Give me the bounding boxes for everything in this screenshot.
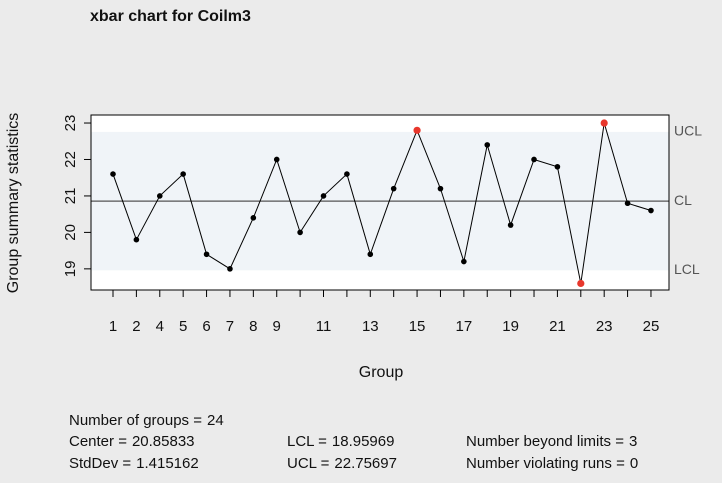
data-point xyxy=(390,185,397,192)
data-point xyxy=(648,207,654,214)
data-point xyxy=(320,193,327,199)
x-tick-label: 15 xyxy=(409,318,426,335)
chart-title: xbar chart for Coilm3 xyxy=(90,8,251,25)
data-point xyxy=(461,258,467,265)
limit-label: CL xyxy=(674,192,692,208)
x-tick-label: 17 xyxy=(456,318,473,335)
x-tick-label: 23 xyxy=(596,318,613,335)
data-point xyxy=(180,171,186,177)
stat-label: Number violating runs = xyxy=(466,455,625,472)
stat-label: Number beyond limits = xyxy=(466,433,624,450)
stat-text: Number of groups = 24 xyxy=(69,412,224,429)
stat-label: LCL = xyxy=(287,433,327,450)
plot-frame xyxy=(90,114,670,291)
stat-label: Number of groups = xyxy=(69,412,202,429)
data-point xyxy=(437,185,444,192)
y-tick-label: 23 xyxy=(62,115,79,132)
stat-value: 20.85833 xyxy=(132,433,195,450)
stat-label: Center = xyxy=(69,433,127,450)
x-tick-label: 8 xyxy=(249,318,257,335)
stat-text: Center = 20.85833 xyxy=(69,433,195,450)
data-point xyxy=(600,119,608,127)
data-point xyxy=(273,156,280,163)
stat-value: 3 xyxy=(629,433,637,450)
stat-text: Number beyond limits = 3 xyxy=(466,433,637,450)
data-point xyxy=(133,236,140,243)
x-tick-label: 21 xyxy=(549,318,566,335)
x-tick-label: 4 xyxy=(156,318,164,335)
data-line xyxy=(112,122,652,284)
x-axis-label: Group xyxy=(359,364,404,381)
x-tick-label: 11 xyxy=(316,318,332,335)
stat-text: LCL = 18.95969 xyxy=(287,433,394,450)
data-point xyxy=(507,222,514,228)
data-point xyxy=(367,251,374,258)
y-tick-label: 20 xyxy=(62,224,79,241)
y-tick-label: 19 xyxy=(62,261,79,278)
data-point xyxy=(413,126,421,134)
data-point xyxy=(227,266,233,272)
x-tick-label: 2 xyxy=(132,318,140,335)
x-tick-label: 9 xyxy=(273,318,281,335)
x-tick-label: 25 xyxy=(643,318,660,335)
x-tick-label: 7 xyxy=(226,318,234,335)
x-tick-label: 13 xyxy=(362,318,379,335)
stat-text: StdDev = 1.415162 xyxy=(69,455,199,472)
data-point xyxy=(344,171,350,177)
stat-label: UCL = xyxy=(287,455,330,472)
y-tick-label: 22 xyxy=(62,151,79,168)
stat-label: StdDev = xyxy=(69,455,131,472)
stat-text: UCL = 22.75697 xyxy=(287,455,397,472)
y-axis-label: Group summary statistics xyxy=(5,113,22,293)
stat-text: Number violating runs = 0 xyxy=(466,455,638,472)
stat-value: 0 xyxy=(630,455,638,472)
data-point xyxy=(156,193,163,199)
x-tick-label: 19 xyxy=(502,318,519,335)
data-point xyxy=(203,251,210,258)
data-point xyxy=(554,163,561,170)
stat-value: 24 xyxy=(207,412,224,429)
x-tick-label: 5 xyxy=(179,318,187,335)
stat-value: 1.415162 xyxy=(136,455,199,472)
data-point xyxy=(577,279,585,288)
x-tick-label: 1 xyxy=(109,318,117,335)
limit-label: UCL xyxy=(674,123,702,139)
data-point xyxy=(250,215,257,221)
data-point xyxy=(484,142,491,148)
data-point xyxy=(110,171,116,177)
stat-value: 18.95969 xyxy=(332,433,395,450)
data-point xyxy=(297,229,303,236)
data-point xyxy=(624,200,631,207)
x-tick-label: 6 xyxy=(202,318,210,335)
stat-value: 22.75697 xyxy=(334,455,397,472)
data-point xyxy=(531,156,537,163)
y-tick-label: 21 xyxy=(62,188,79,205)
limit-label: LCL xyxy=(674,261,700,277)
